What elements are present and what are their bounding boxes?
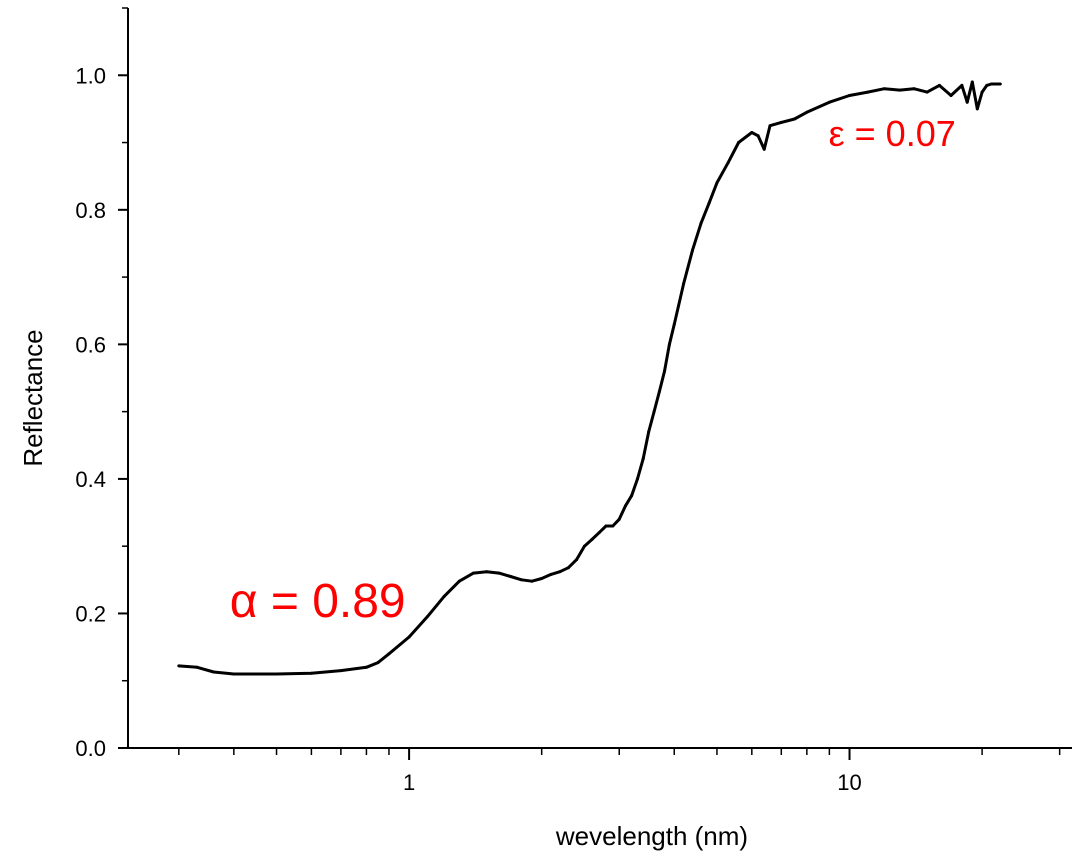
data-point <box>949 94 953 97</box>
annotation-alpha: α = 0.89 <box>230 575 406 628</box>
data-point <box>472 571 475 575</box>
y-tick-label: 0.8 <box>75 198 106 223</box>
data-point <box>750 131 754 134</box>
data-point <box>309 671 313 675</box>
data-point <box>509 575 513 578</box>
data-point <box>989 82 993 86</box>
data-point <box>647 430 651 434</box>
data-point <box>575 558 579 562</box>
data-point <box>793 117 796 121</box>
data-point <box>672 322 676 326</box>
data-point <box>691 248 694 252</box>
y-tick-label: 0.0 <box>75 736 106 761</box>
data-point <box>442 595 446 599</box>
y-tick-label: 0.4 <box>75 467 106 492</box>
data-point <box>882 87 886 91</box>
x-axis-ticks: 1 10 <box>178 748 1061 795</box>
data-point <box>611 524 615 528</box>
data-point <box>898 88 902 92</box>
x-tick-label: 10 <box>837 770 861 795</box>
data-point <box>195 665 199 669</box>
data-point <box>212 670 216 674</box>
data-point <box>805 110 809 114</box>
data-point <box>827 100 831 104</box>
series-layer <box>177 80 1002 676</box>
data-point <box>549 572 553 576</box>
data-point <box>937 83 941 87</box>
data-point <box>663 369 666 373</box>
data-point <box>682 282 686 286</box>
data-point <box>232 672 236 676</box>
data-point <box>737 141 741 144</box>
data-point <box>339 669 343 673</box>
data-point <box>998 82 1002 86</box>
data-point <box>604 524 608 528</box>
data-point <box>177 664 181 668</box>
data-point <box>582 544 586 548</box>
data-point <box>726 161 730 165</box>
data-point <box>540 577 544 580</box>
data-point <box>387 652 391 656</box>
data-point <box>457 579 461 583</box>
data-point <box>866 90 870 94</box>
data-point <box>762 147 766 151</box>
data-point <box>275 672 278 676</box>
data-point <box>617 517 621 521</box>
data-point <box>848 94 851 97</box>
data-point <box>425 615 429 619</box>
x-tick-label: 1 <box>403 770 415 795</box>
data-point <box>376 661 380 665</box>
data-point <box>779 120 783 124</box>
data-point <box>768 124 772 128</box>
data-point <box>925 90 929 94</box>
data-point <box>667 342 671 346</box>
data-point <box>965 100 969 104</box>
data-point <box>530 579 534 583</box>
data-point <box>630 494 634 498</box>
data-point <box>715 181 719 185</box>
data-point <box>485 570 489 574</box>
data-point <box>254 672 258 676</box>
data-point <box>985 83 989 87</box>
y-axis-ticks: 0.0 0.2 0.4 0.6 0.8 1.0 <box>75 7 128 761</box>
data-point <box>566 566 570 570</box>
data-point <box>699 221 703 225</box>
data-point <box>624 504 627 508</box>
data-point <box>756 134 760 138</box>
data-point <box>652 410 656 414</box>
y-axis-title: Reflectance <box>18 329 48 466</box>
data-point <box>497 571 501 575</box>
data-point <box>558 570 562 574</box>
data-point <box>960 83 964 87</box>
annotation-epsilon: ε = 0.07 <box>829 113 956 154</box>
data-point <box>590 538 594 541</box>
y-tick-label: 0.2 <box>75 601 106 626</box>
data-point <box>975 107 979 111</box>
data-point <box>407 635 411 639</box>
data-point <box>657 390 661 393</box>
data-point <box>707 201 711 205</box>
plot-area <box>127 8 1072 749</box>
x-axis-title: wevelength (nm) <box>555 821 748 851</box>
y-tick-label: 0.6 <box>75 332 106 357</box>
data-point <box>364 665 368 669</box>
data-point <box>636 477 639 481</box>
data-point <box>970 80 974 84</box>
y-tick-label: 1.0 <box>75 63 106 88</box>
data-point <box>980 90 984 94</box>
data-point <box>641 457 645 461</box>
data-point <box>912 87 916 91</box>
data-point <box>520 578 523 582</box>
data-point <box>597 531 601 535</box>
